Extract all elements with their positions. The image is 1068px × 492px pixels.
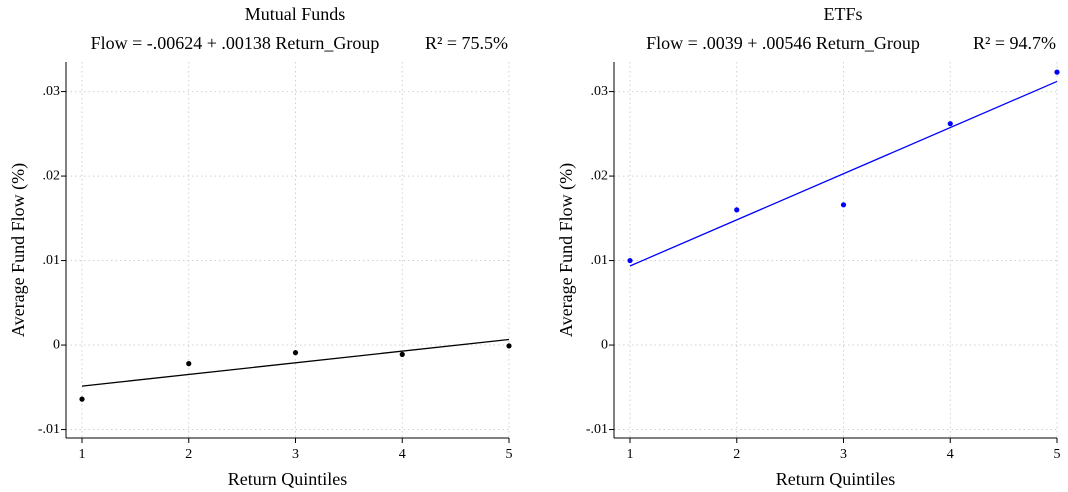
- y-tick-label: .03: [43, 84, 61, 99]
- data-point: [734, 207, 740, 213]
- data-point: [186, 361, 192, 367]
- fit-line: [81, 338, 510, 387]
- chart-title: Mutual Funds: [245, 4, 346, 24]
- x-tick-label: 2: [185, 447, 192, 462]
- data-point: [1054, 69, 1060, 75]
- x-axis-label: Return Quintiles: [228, 469, 348, 489]
- y-axis-label: Average Fund Flow (%): [8, 163, 29, 337]
- y-tick-label: -.01: [38, 422, 60, 437]
- x-tick-label: 1: [79, 447, 86, 462]
- data-point: [947, 121, 953, 127]
- data-point: [627, 257, 633, 264]
- y-axis-label: Average Fund Flow (%): [556, 163, 577, 337]
- chart-subtitle: Flow = .0039 + .00546 Return_Group: [646, 33, 920, 53]
- y-tick-label: 0: [53, 337, 60, 352]
- fit-line: [629, 80, 1058, 267]
- x-tick-label: 1: [627, 447, 634, 462]
- chart-subtitle: Flow = -.00624 + .00138 Return_Group: [91, 33, 380, 53]
- y-tick-label: .01: [43, 253, 61, 268]
- x-tick-label: 4: [399, 447, 406, 462]
- x-tick-label: 5: [506, 447, 513, 462]
- y-tick-label: .02: [591, 168, 609, 183]
- y-tick-label: -.01: [586, 422, 608, 437]
- r-squared: R² = 75.5%: [425, 33, 508, 53]
- x-tick-label: 5: [1054, 447, 1061, 462]
- data-point: [292, 350, 299, 356]
- data-point: [79, 396, 85, 402]
- x-tick-label: 3: [292, 447, 299, 462]
- data-point: [840, 202, 847, 208]
- x-tick-label: 4: [947, 447, 954, 462]
- y-tick-label: .01: [591, 253, 609, 268]
- x-axis-label: Return Quintiles: [776, 469, 896, 489]
- y-tick-label: .03: [591, 84, 609, 99]
- x-tick-label: 3: [840, 447, 847, 462]
- x-tick-label: 2: [733, 447, 740, 462]
- data-point: [506, 343, 512, 349]
- data-point: [399, 351, 405, 357]
- y-tick-label: .02: [43, 168, 61, 183]
- r-squared: R² = 94.7%: [973, 33, 1056, 53]
- chart-title: ETFs: [823, 4, 862, 24]
- y-tick-label: 0: [601, 337, 608, 352]
